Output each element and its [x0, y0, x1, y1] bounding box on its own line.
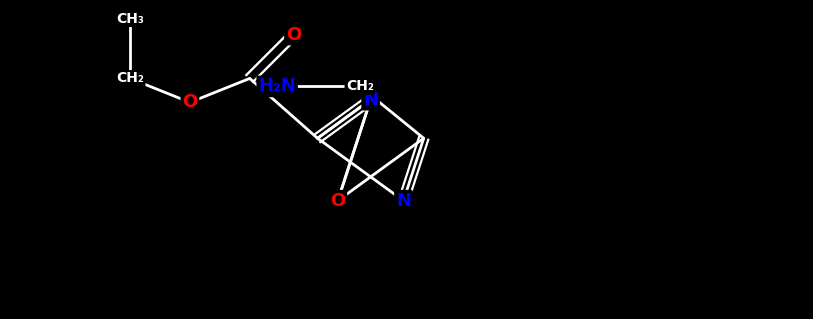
Text: CH₂: CH₂ [116, 71, 144, 85]
Text: O: O [330, 192, 346, 210]
Text: H₂N: H₂N [259, 78, 296, 95]
Text: O: O [286, 26, 302, 44]
Text: O: O [182, 93, 198, 111]
Text: CH₂: CH₂ [346, 79, 374, 93]
Text: CH₃: CH₃ [116, 11, 144, 26]
Text: N: N [396, 192, 411, 210]
Text: N: N [363, 91, 378, 109]
